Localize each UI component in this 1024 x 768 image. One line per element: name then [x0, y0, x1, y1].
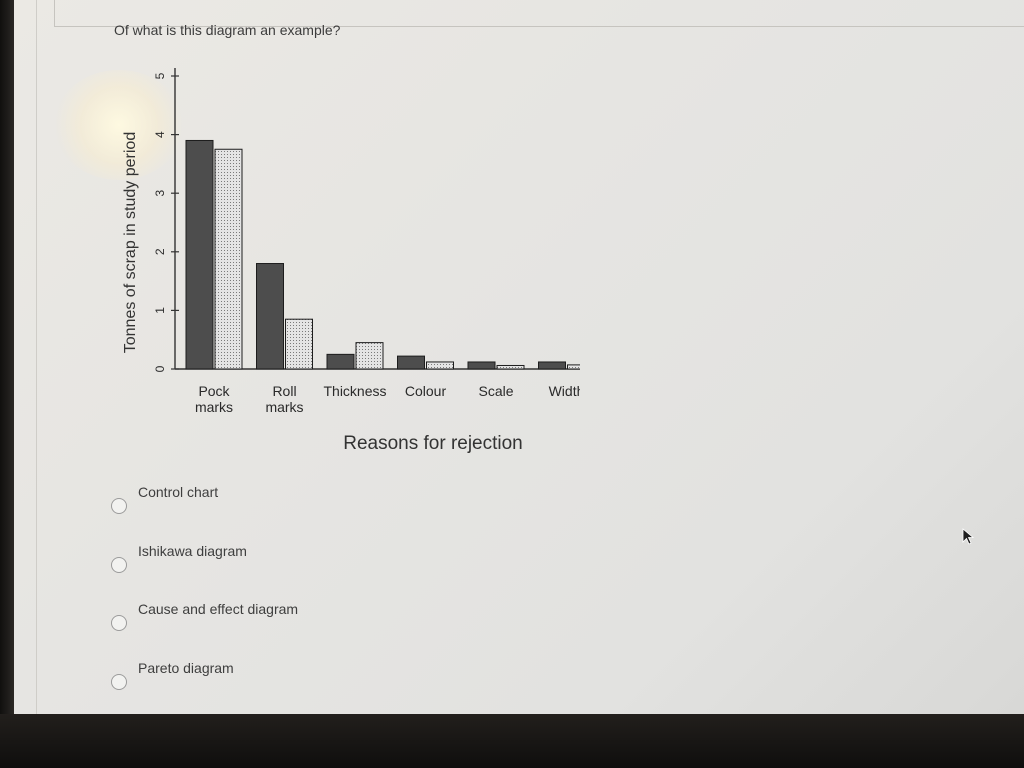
x-tick-label: Scale: [478, 383, 513, 399]
y-tick-label: 5: [153, 72, 167, 79]
option-label: Cause and effect diagram: [138, 601, 299, 617]
y-tick-label: 2: [153, 248, 167, 255]
x-tick-label: Pock marks: [195, 383, 233, 415]
bar-dotted: [285, 318, 313, 370]
radio-button[interactable]: [111, 557, 127, 573]
bar-dotted: [567, 364, 580, 370]
option-label: Pareto diagram: [138, 660, 234, 676]
option-control-chart[interactable]: Control chart: [108, 484, 508, 524]
option-label: Ishikawa diagram: [138, 543, 247, 559]
bar-dotted: [214, 148, 243, 370]
option-label: Control chart: [138, 484, 219, 500]
bar-dark: [538, 361, 566, 370]
option-ishikawa-diagram[interactable]: Ishikawa diagram: [108, 543, 508, 583]
radio-button[interactable]: [111, 615, 127, 631]
bar-dotted: [426, 361, 454, 370]
x-tick-label: Thickness: [323, 383, 386, 399]
radio-button[interactable]: [111, 674, 127, 690]
question-header-frame: [54, 0, 1024, 27]
monitor-left-bezel: [0, 0, 14, 714]
bar-dark: [397, 355, 425, 370]
x-tick-label: Roll marks: [265, 383, 303, 415]
option-cause-and-effect-diagram[interactable]: Cause and effect diagram: [108, 601, 508, 641]
y-tick-label: 3: [153, 190, 167, 197]
bar-dotted: [355, 342, 384, 370]
y-tick-label: 1: [153, 307, 167, 314]
mouse-pointer-icon: [962, 528, 975, 545]
bar-dark: [185, 139, 214, 370]
x-axis-label: Reasons for rejection: [343, 433, 523, 454]
radio-button[interactable]: [111, 498, 127, 514]
bar-dark: [256, 263, 284, 370]
option-pareto-diagram[interactable]: Pareto diagram: [108, 660, 508, 700]
x-tick-label: Width: [549, 383, 580, 399]
y-axis-label: Tonnes of scrap in study period: [122, 132, 139, 353]
bar-dark: [467, 361, 496, 370]
bar-dotted: [496, 364, 525, 370]
page-left-rule: [36, 0, 37, 714]
y-tick-label: 0: [153, 365, 167, 372]
x-tick-label: Colour: [405, 383, 447, 399]
bar-dark: [326, 353, 355, 370]
monitor-bottom-bezel: [0, 714, 1024, 768]
question-text: Of what is this diagram an example?: [114, 22, 341, 38]
pareto-chart: 0 1 2 3 4 5 Tonnes of scrap in study period Poc…: [122, 68, 580, 454]
y-tick-label: 4: [153, 131, 167, 138]
